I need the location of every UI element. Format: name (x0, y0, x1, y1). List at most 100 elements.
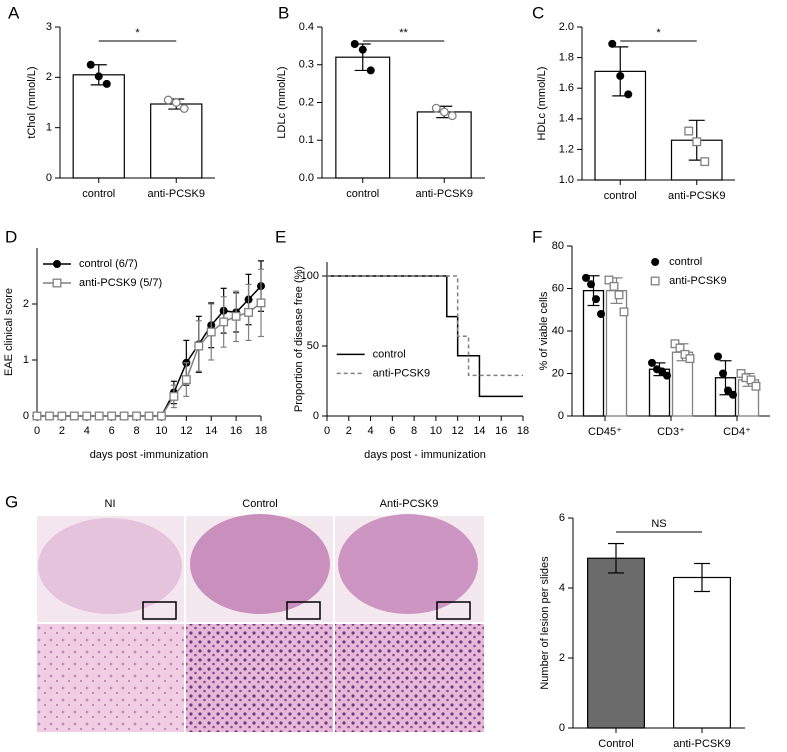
x-tick-label: CD45⁺ (588, 426, 622, 438)
data-point (684, 126, 694, 136)
data-point (179, 104, 189, 113)
data-point (256, 298, 266, 308)
x-tick-label: 6 (109, 425, 115, 437)
data-point (619, 307, 629, 317)
x-tick-label: 18 (517, 425, 529, 437)
bar (582, 289, 605, 417)
data-point (648, 358, 656, 367)
y-axis-label: % of viable cells (538, 291, 550, 370)
data-point (86, 60, 95, 69)
data-point (44, 411, 54, 421)
y-tick-label: 1.6 (559, 82, 574, 94)
data-point (608, 39, 617, 48)
box (142, 601, 177, 620)
y-tick-label: 0 (558, 410, 564, 422)
y-tick-label: 0.1 (299, 134, 314, 146)
x-axis-label: days post - immunization (364, 449, 486, 461)
data-point (57, 411, 67, 421)
panel-label: A (8, 3, 20, 22)
significance: NS (651, 518, 666, 530)
x-tick-label: control (82, 188, 115, 200)
image-label: Anti-PCSK9 (380, 498, 439, 510)
x-tick-label: anti-PCSK9 (668, 190, 725, 202)
data-point (609, 281, 619, 291)
survival-curve (327, 275, 523, 377)
data-point (447, 111, 457, 121)
y-tick-label: 40 (552, 325, 564, 337)
x-tick-label: 4 (367, 425, 373, 437)
significance: * (135, 27, 140, 39)
bar (335, 56, 391, 179)
y-tick-label: 1 (46, 122, 52, 134)
histology: NI Control Anti-PCSK9 (37, 498, 484, 732)
y-tick-label: 0 (559, 722, 565, 734)
y-axis-label: Number of lesion per slides (539, 556, 551, 690)
data-point (597, 310, 605, 318)
data-point (604, 275, 614, 285)
panel-label: G (5, 492, 18, 511)
data-point (616, 71, 625, 80)
y-tick-label: 2 (559, 652, 565, 664)
data-point (244, 307, 254, 317)
x-tick-label: 10 (155, 425, 167, 437)
panel-label: C (532, 3, 544, 22)
data-point (746, 375, 756, 385)
data-point (171, 98, 181, 107)
data-point (231, 311, 241, 321)
y-axis-label: Proportion of disease free (%) (293, 266, 305, 412)
data-point (132, 411, 142, 421)
x-tick-label: 16 (230, 425, 242, 437)
y-tick-label: 4 (559, 582, 565, 594)
data-point (32, 411, 42, 421)
data-point (366, 66, 375, 75)
y-tick-label: 0.3 (299, 59, 314, 71)
box (436, 601, 471, 620)
data-point (431, 103, 441, 113)
x-tick-label: anti-PCSK9 (416, 188, 473, 200)
data-point (714, 352, 722, 361)
x-tick-label: anti-PCSK9 (673, 738, 730, 750)
y-axis-label: tChol (mmol/L) (26, 66, 38, 138)
legend-label: control (669, 256, 702, 268)
box (286, 601, 321, 620)
x-tick-label: 12 (452, 425, 464, 437)
legend-label: control (6/7) (79, 258, 138, 270)
x-tick-label: 0 (34, 425, 40, 437)
data-point (181, 375, 191, 385)
legend-label: control (373, 348, 406, 360)
data-point (700, 157, 710, 167)
data-point (729, 390, 737, 399)
x-tick-label: 14 (473, 425, 485, 437)
y-axis-label: LDLc (mmol/L) (276, 66, 288, 138)
data-point (102, 79, 111, 88)
y-tick-label: 1.0 (559, 174, 574, 186)
x-tick-label: 0 (324, 425, 330, 437)
significance: ** (399, 27, 408, 39)
data-point (685, 354, 695, 364)
data-point (663, 371, 671, 380)
bar (72, 74, 125, 179)
cord (190, 514, 330, 614)
legend-marker (52, 278, 62, 288)
x-tick-label: 14 (205, 425, 217, 437)
cord (338, 514, 478, 614)
y-tick-label: 50 (307, 340, 319, 352)
legend-marker (650, 276, 660, 286)
y-tick-label: 0.2 (299, 96, 314, 108)
y-tick-label: 80 (552, 240, 564, 252)
x-tick-label: 2 (346, 425, 352, 437)
y-tick-label: 0 (23, 410, 29, 422)
data-point (194, 341, 204, 351)
data-point (614, 290, 624, 300)
x-tick-label: anti-PCSK9 (148, 188, 205, 200)
x-tick-label: 6 (389, 425, 395, 437)
cord (38, 518, 182, 614)
legend-marker (53, 260, 61, 268)
data-point (94, 411, 104, 421)
bar (150, 103, 203, 179)
legend-label: anti-PCSK9 (373, 367, 430, 379)
data-point (692, 137, 702, 147)
data-point (350, 39, 359, 48)
significance: * (656, 27, 661, 39)
